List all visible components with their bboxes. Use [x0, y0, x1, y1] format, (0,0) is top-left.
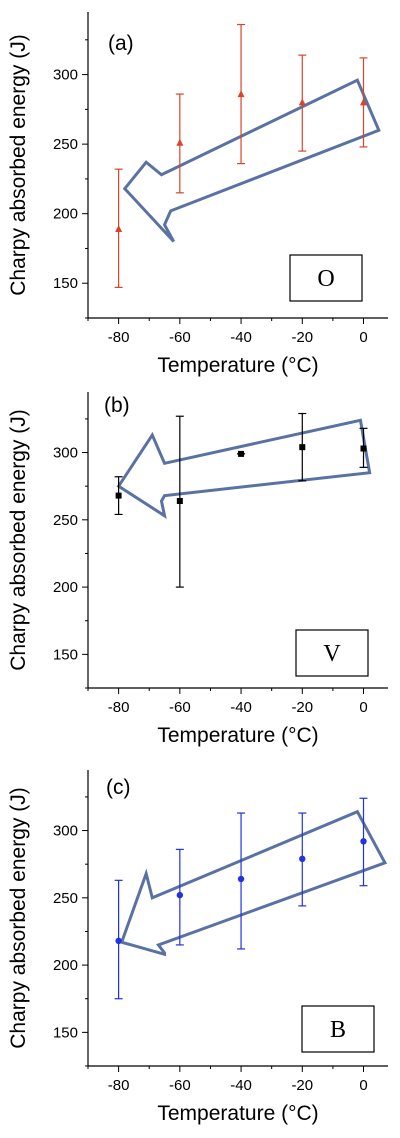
- chart-a-svg: 150 200 250 300 -80 -60 -40 -20 0 Temperature (°C…: [7, 12, 388, 377]
- y-tick-label: 300: [53, 823, 78, 840]
- panel-label: (a): [108, 32, 134, 55]
- chart-panel-a: 150 200 250 300 -80 -60 -40 -20 0 Temperature (°C…: [0, 0, 400, 380]
- data-point: [176, 891, 184, 899]
- data-point: [298, 98, 306, 106]
- data-point: [360, 838, 367, 845]
- data-point: [299, 855, 306, 862]
- y-tick-label: 200: [53, 579, 78, 596]
- data-point: [115, 937, 122, 945]
- y-tick-label: 250: [53, 890, 78, 907]
- chart-panel-c: 150 200 250 300 -80 -60 -40 -20 0 Temperature (°C…: [0, 760, 400, 1138]
- chart-panel-b: 150 200 250 300 -80 -60 -40 -20 0 Temperature (°C…: [0, 382, 400, 760]
- y-tick-label: 150: [53, 1024, 78, 1041]
- y-axis-title: Charpy absorbed energy (J): [7, 787, 30, 1048]
- sample-label-box: [301, 1005, 375, 1053]
- panel-label: (b): [104, 394, 130, 417]
- x-tick-label: -80: [108, 1077, 130, 1094]
- y-tick-label: 150: [53, 275, 78, 292]
- y-axis-title: Charpy absorbed energy (J): [7, 409, 30, 670]
- sample-label: O: [317, 266, 334, 292]
- data-point: [115, 224, 123, 232]
- y-tick-label: 200: [53, 206, 78, 223]
- trend-arrow: [119, 809, 388, 957]
- sample-label-box: [295, 629, 369, 677]
- data-point: [360, 98, 368, 106]
- panel-label: (c): [106, 776, 131, 799]
- x-tick-label: 0: [359, 1077, 367, 1094]
- data-point: [237, 90, 245, 98]
- x-tick-label: -20: [291, 1077, 313, 1094]
- x-tick-label: -80: [108, 699, 130, 716]
- data-point: [238, 450, 245, 457]
- x-tick-label: -40: [230, 1077, 252, 1094]
- y-tick-label: 300: [53, 445, 78, 462]
- x-tick-label: -60: [169, 1077, 191, 1094]
- x-tick-label: -20: [291, 329, 313, 346]
- y-tick-label: 250: [53, 512, 78, 529]
- data-point: [176, 138, 184, 146]
- sample-label-box: [289, 254, 363, 302]
- data-point: [176, 497, 183, 504]
- chart-c-svg: 150 200 250 300 -80 -60 -40 -20 0 Temperature (°C…: [7, 770, 388, 1125]
- data-point: [360, 445, 367, 452]
- y-tick-label: 200: [53, 957, 78, 974]
- y-tick-label: 250: [53, 136, 78, 153]
- x-tick-label: 0: [359, 329, 367, 346]
- trend-arrow: [116, 418, 372, 519]
- x-axis-title: Temperature (°C): [157, 354, 318, 377]
- y-axis-title: Charpy absorbed energy (J): [7, 34, 30, 295]
- sample-label: B: [330, 1017, 346, 1043]
- x-tick-label: -40: [230, 329, 252, 346]
- data-point: [299, 444, 306, 451]
- y-tick-label: 150: [53, 646, 78, 663]
- data-point: [115, 492, 122, 499]
- x-tick-label: -80: [108, 329, 130, 346]
- x-tick-label: 0: [359, 699, 367, 716]
- data-point: [237, 875, 245, 883]
- chart-b-svg: 150 200 250 300 -80 -60 -40 -20 0 Temperature (°C…: [7, 392, 388, 747]
- x-axis-title: Temperature (°C): [157, 1102, 318, 1125]
- x-tick-label: -60: [169, 699, 191, 716]
- x-tick-label: -60: [169, 329, 191, 346]
- x-tick-label: -40: [230, 699, 252, 716]
- y-tick-label: 300: [53, 67, 78, 84]
- sample-label: V: [323, 641, 341, 667]
- x-axis-title: Temperature (°C): [157, 724, 318, 747]
- trend-arrow: [122, 78, 381, 243]
- x-tick-label: -20: [291, 699, 313, 716]
